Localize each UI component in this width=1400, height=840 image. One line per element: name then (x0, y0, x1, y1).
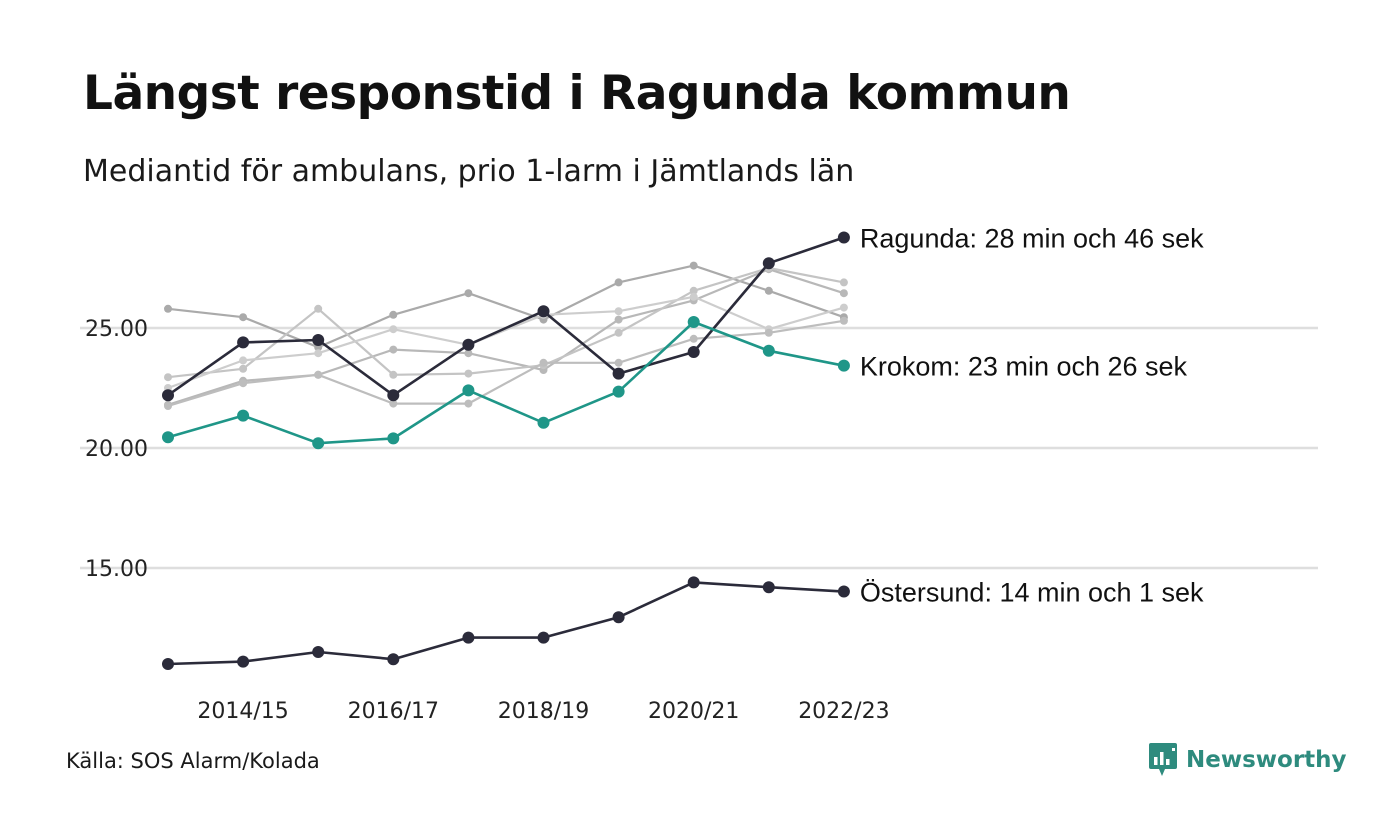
data-point-ragunda (312, 334, 325, 346)
data-point-krokom (687, 316, 700, 328)
background-data-point (164, 373, 172, 382)
data-point-krokom (162, 431, 174, 444)
series-line-ragunda (167, 236, 845, 397)
x-tick-label: 2018/19 (498, 699, 589, 724)
data-point-krokom (462, 384, 475, 397)
data-point-ragunda (387, 389, 400, 402)
background-data-point (689, 286, 698, 295)
data-point-krokom (837, 359, 850, 372)
bar-chart-speech-icon (1149, 743, 1177, 776)
background-data-point (539, 358, 548, 367)
background-data-point (614, 307, 623, 316)
background-data-point (464, 289, 473, 298)
data-point-ragunda (687, 346, 700, 358)
background-data-point (389, 325, 398, 334)
background-data-point (614, 278, 623, 287)
background-series-line (167, 319, 845, 408)
brand-logo: Newsworthy (1148, 742, 1347, 778)
background-data-point (464, 399, 473, 408)
data-point-östersund (762, 581, 775, 594)
data-point-östersund (162, 658, 174, 670)
data-point-ragunda (462, 338, 475, 351)
data-point-östersund (537, 631, 550, 644)
background-series (164, 261, 848, 410)
background-data-point (689, 261, 698, 270)
background-series-line (167, 268, 845, 406)
background-data-point (164, 402, 172, 410)
data-point-östersund (837, 585, 850, 598)
series-line-krokom (167, 320, 845, 445)
data-point-krokom (762, 344, 775, 357)
data-point-ragunda (162, 389, 174, 402)
data-point-krokom (612, 385, 625, 398)
series-label-östersund: Östersund: 14 min och 1 sek (860, 578, 1204, 608)
series-line-östersund (167, 581, 844, 666)
data-point-östersund (387, 653, 400, 666)
grid-lines (80, 326, 1318, 570)
data-point-östersund (612, 611, 625, 624)
background-data-point (839, 278, 848, 287)
data-point-östersund (312, 646, 325, 658)
background-data-point (464, 349, 473, 358)
y-tick-label: 20.00 (85, 437, 148, 462)
background-data-point (164, 304, 172, 313)
background-data-point (389, 399, 398, 408)
background-data-point (239, 379, 248, 388)
background-data-point (614, 315, 623, 324)
background-data-point (689, 292, 698, 301)
y-tick-label: 25.00 (85, 317, 148, 342)
source-note: Källa: SOS Alarm/Kolada (66, 749, 320, 773)
data-point-krokom (312, 437, 325, 450)
y-axis: 15.00 20.00 25.00 (85, 317, 148, 582)
background-data-point (614, 328, 623, 337)
background-data-point (464, 369, 473, 378)
highlighted-series (162, 231, 850, 670)
background-data-point (839, 289, 848, 298)
data-point-ragunda (837, 231, 850, 244)
data-point-ragunda (537, 305, 550, 318)
data-point-östersund (237, 655, 250, 668)
background-data-point (389, 345, 398, 354)
background-data-point (314, 370, 323, 379)
background-series-line (167, 295, 845, 390)
chart-subtitle: Mediantid för ambulans, prio 1-larm i Jä… (83, 154, 855, 189)
background-data-point (614, 358, 623, 367)
series-end-labels: Ragunda: 28 min och 46 sek Krokom: 23 min… (860, 224, 1204, 608)
data-point-ragunda (612, 367, 625, 380)
background-data-point (239, 313, 248, 322)
background-data-point (839, 316, 848, 325)
background-data-point (764, 328, 773, 337)
x-tick-label: 2014/15 (197, 699, 288, 724)
x-tick-label: 2022/23 (798, 699, 889, 724)
data-point-östersund (462, 631, 475, 644)
background-data-point (689, 334, 698, 343)
data-point-krokom (537, 416, 550, 429)
background-series-line (167, 264, 845, 349)
background-series-line (167, 266, 845, 379)
x-tick-label: 2016/17 (348, 699, 439, 724)
x-axis: 2014/15 2016/17 2018/19 2020/21 2022/23 (197, 699, 889, 724)
data-point-ragunda (762, 257, 775, 270)
background-data-point (314, 304, 323, 313)
background-data-point (314, 349, 323, 358)
background-data-point (239, 364, 248, 373)
x-tick-label: 2020/21 (648, 699, 739, 724)
series-label-ragunda: Ragunda: 28 min och 46 sek (860, 224, 1204, 254)
background-data-point (839, 303, 848, 312)
data-point-östersund (687, 576, 700, 589)
brand-name: Newsworthy (1186, 747, 1347, 773)
background-data-point (239, 356, 248, 365)
background-data-point (389, 370, 398, 379)
series-label-krokom: Krokom: 23 min och 26 sek (860, 352, 1188, 382)
y-tick-label: 15.00 (85, 557, 148, 582)
background-data-point (389, 310, 398, 319)
data-point-krokom (387, 432, 400, 445)
data-point-ragunda (237, 336, 250, 349)
background-data-point (764, 286, 773, 295)
chart-title: Längst responstid i Ragunda kommun (83, 66, 1071, 121)
data-point-krokom (237, 409, 250, 422)
